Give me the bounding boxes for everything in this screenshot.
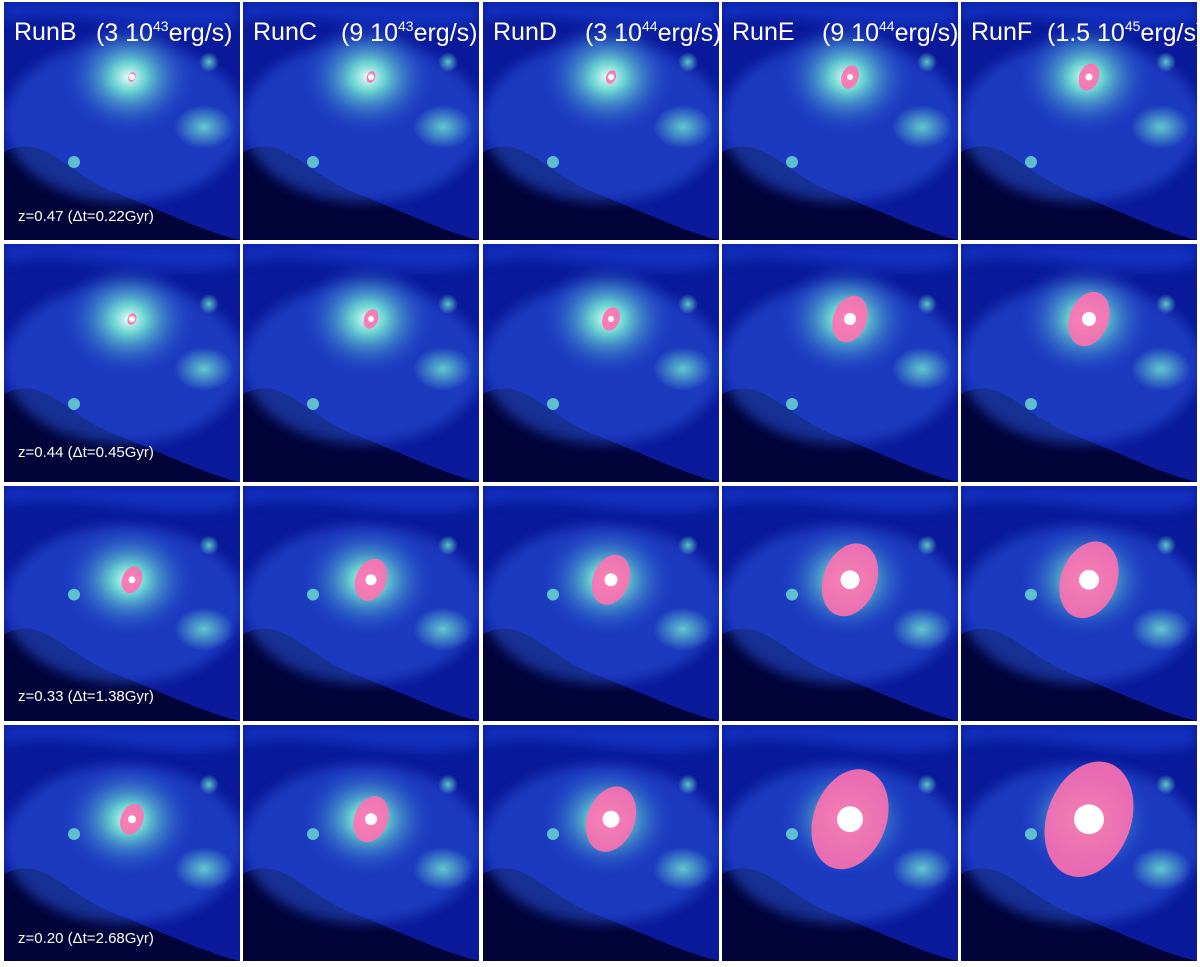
panel-rund-row-4 xyxy=(483,725,719,961)
panel-rund-row-1 xyxy=(483,2,719,240)
panel-runf-row-4 xyxy=(961,725,1197,961)
panel-rune-row-3 xyxy=(722,486,958,721)
panel-runc-row-3 xyxy=(243,486,479,721)
panel-rune-row-2 xyxy=(722,244,958,482)
panel-runf-row-2 xyxy=(961,244,1197,482)
panel-runb-row-3 xyxy=(4,486,240,721)
panel-runc-row-4 xyxy=(243,725,479,961)
panel-runc-row-2 xyxy=(243,244,479,482)
panel-rund-row-3 xyxy=(483,486,719,721)
row-separator xyxy=(0,482,1200,485)
panel-runb-row-2 xyxy=(4,244,240,482)
panel-runf-row-3 xyxy=(961,486,1197,721)
row-separator xyxy=(0,240,1200,243)
panel-runf-row-1 xyxy=(961,2,1197,240)
panel-runb-row-1 xyxy=(4,2,240,240)
panel-rune-row-1 xyxy=(722,2,958,240)
panel-runb-row-4 xyxy=(4,725,240,961)
row-separator xyxy=(0,721,1200,724)
panel-rune-row-4 xyxy=(722,725,958,961)
panel-rund-row-2 xyxy=(483,244,719,482)
panel-runc-row-1 xyxy=(243,2,479,240)
